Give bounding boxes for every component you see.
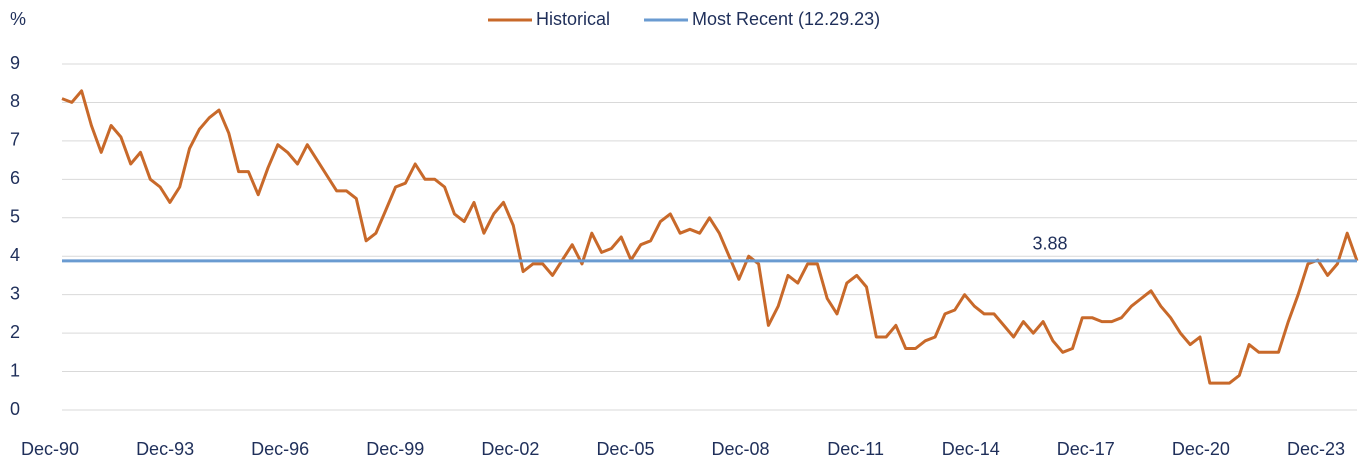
x-tick-label: Dec-96 xyxy=(251,439,309,459)
x-tick-label: Dec-02 xyxy=(481,439,539,459)
x-tick-label: Dec-05 xyxy=(596,439,654,459)
legend-label: Most Recent (12.29.23) xyxy=(692,9,880,29)
y-tick-label: 5 xyxy=(10,207,20,227)
x-tick-label: Dec-14 xyxy=(942,439,1000,459)
x-tick-label: Dec-20 xyxy=(1172,439,1230,459)
x-tick-label: Dec-90 xyxy=(21,439,79,459)
line-series xyxy=(61,89,1359,385)
y-tick-label: 4 xyxy=(10,245,20,265)
reference-label: 3.88 xyxy=(1032,234,1067,254)
y-axis-label: % xyxy=(10,9,26,29)
x-tick-label: Dec-99 xyxy=(366,439,424,459)
y-tick-label: 2 xyxy=(10,322,20,342)
x-tick-label: Dec-08 xyxy=(712,439,770,459)
y-tick-label: 7 xyxy=(10,130,20,150)
x-tick-label: Dec-93 xyxy=(136,439,194,459)
y-tick-label: 0 xyxy=(10,399,20,419)
y-tick-label: 1 xyxy=(10,360,20,380)
y-tick-label: 9 xyxy=(10,53,20,73)
x-tick-label: Dec-11 xyxy=(827,439,884,459)
x-tick-label: Dec-23 xyxy=(1287,439,1345,459)
y-tick-label: 6 xyxy=(10,168,20,188)
x-tick-label: Dec-17 xyxy=(1057,439,1115,459)
legend-label: Historical xyxy=(536,9,610,29)
y-tick-label: 8 xyxy=(10,91,20,111)
y-tick-label: 3 xyxy=(10,283,20,303)
